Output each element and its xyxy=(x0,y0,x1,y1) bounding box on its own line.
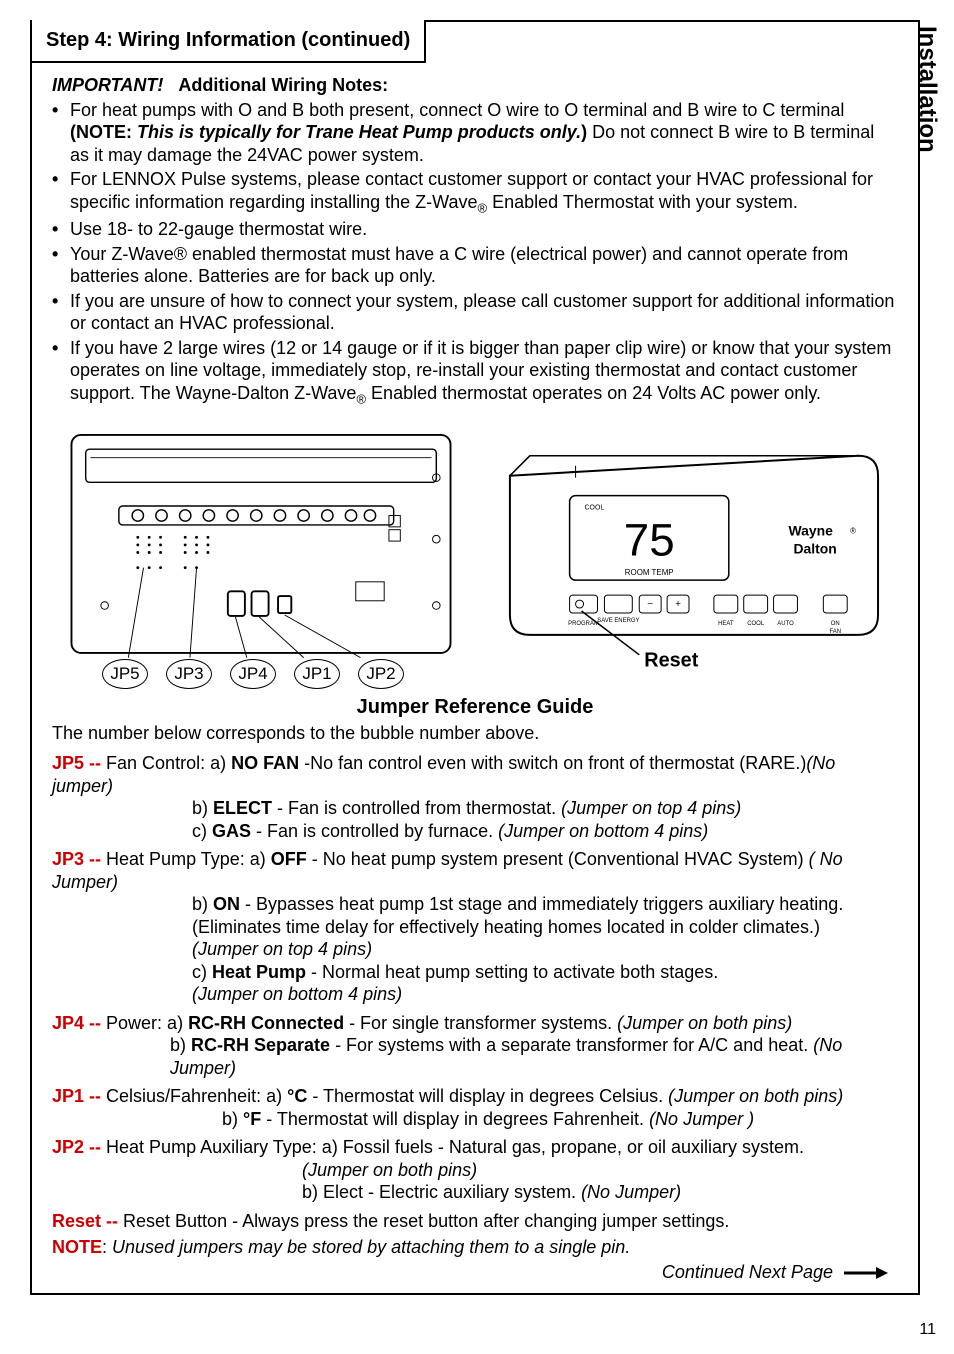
note-bullet-1: For heat pumps with O and B both present… xyxy=(52,99,898,167)
note-bullet-3: Use 18- to 22-gauge thermostat wire. xyxy=(52,218,898,241)
svg-text:Reset: Reset xyxy=(644,649,699,671)
jp-bubble-jp3: JP3 xyxy=(166,659,212,689)
notes-heading: Additional Wiring Notes: xyxy=(168,75,388,95)
svg-text:HEAT: HEAT xyxy=(718,621,734,627)
reset-key: Reset -- xyxy=(52,1211,118,1231)
svg-text:COOL: COOL xyxy=(585,504,605,511)
jp1-key: JP1 -- xyxy=(52,1086,101,1106)
note-bullet-4: Your Z-Wave® enabled thermostat must hav… xyxy=(52,243,898,288)
note-bullet-5: If you are unsure of how to connect your… xyxy=(52,290,898,335)
thermostat-front-diagram: 75 ROOM TEMP COOL Wayne ® Dalton xyxy=(490,416,888,689)
svg-text:AUTO: AUTO xyxy=(777,621,794,627)
jp5-key: JP5 -- xyxy=(52,753,101,773)
svg-text:75: 75 xyxy=(624,514,675,565)
page-number: 11 xyxy=(919,1320,936,1340)
continued-next-page: Continued Next Page xyxy=(52,1261,898,1284)
jp-bubble-jp2: JP2 xyxy=(358,659,404,689)
svg-text:ON: ON xyxy=(831,621,840,627)
jumper-guide-title: Jumper Reference Guide xyxy=(52,695,898,720)
svg-text:PROGRAM: PROGRAM xyxy=(568,621,599,627)
jp4-entry: JP4 -- Power: a) RC-RH Connected - For s… xyxy=(52,1012,898,1080)
main-frame: Step 4: Wiring Information (continued) I… xyxy=(30,20,920,1295)
wiring-notes-list: For heat pumps with O and B both present… xyxy=(52,99,898,408)
important-heading: IMPORTANT! Additional Wiring Notes: xyxy=(52,74,898,97)
jp-bubble-jp1: JP1 xyxy=(294,659,340,689)
arrow-icon xyxy=(844,1267,888,1279)
important-label: IMPORTANT! xyxy=(52,75,163,95)
diagram-row: JP5 JP3 JP4 JP1 JP2 75 ROOM TEMP COOL Wa… xyxy=(52,416,898,689)
svg-text:COOL: COOL xyxy=(747,621,765,627)
svg-text:FAN: FAN xyxy=(829,629,841,635)
jp-bubble-jp4: JP4 xyxy=(230,659,276,689)
svg-text:Wayne: Wayne xyxy=(788,522,833,538)
svg-text:Dalton: Dalton xyxy=(793,540,836,556)
svg-text:+: + xyxy=(675,599,681,610)
step-title-tab: Step 4: Wiring Information (continued) xyxy=(30,20,426,63)
reset-entry: Reset -- Reset Button - Always press the… xyxy=(52,1210,898,1233)
note-bullet-2: For LENNOX Pulse systems, please contact… xyxy=(52,168,898,216)
jp3-key: JP3 -- xyxy=(52,849,101,869)
jp3-entry: JP3 -- Heat Pump Type: a) OFF - No heat … xyxy=(52,848,898,1006)
svg-text:®: ® xyxy=(850,526,856,535)
jp2-entry: JP2 -- Heat Pump Auxiliary Type: a) Foss… xyxy=(52,1136,898,1204)
jp2-key: JP2 -- xyxy=(52,1137,101,1157)
content-body: IMPORTANT! Additional Wiring Notes: For … xyxy=(32,22,918,1293)
svg-text:ROOM TEMP: ROOM TEMP xyxy=(625,568,674,577)
jp5-entry: JP5 -- Fan Control: a) NO FAN -No fan co… xyxy=(52,752,898,842)
jumper-guide-intro: The number below corresponds to the bubb… xyxy=(52,722,898,745)
jp1-entry: JP1 -- Celsius/Fahrenheit: a) °C - Therm… xyxy=(52,1085,898,1130)
note-bullet-6: If you have 2 large wires (12 or 14 gaug… xyxy=(52,337,898,408)
svg-text:SAVE ENERGY: SAVE ENERGY xyxy=(597,618,639,624)
jp4-key: JP4 -- xyxy=(52,1013,101,1033)
jp-bubble-jp5: JP5 xyxy=(102,659,148,689)
note-line: NOTE: Unused jumpers may be stored by at… xyxy=(52,1236,898,1259)
jumper-list: JP5 -- Fan Control: a) NO FAN -No fan co… xyxy=(52,752,898,1259)
svg-text:−: − xyxy=(647,599,653,610)
pcb-diagram: JP5 JP3 JP4 JP1 JP2 xyxy=(62,416,460,689)
